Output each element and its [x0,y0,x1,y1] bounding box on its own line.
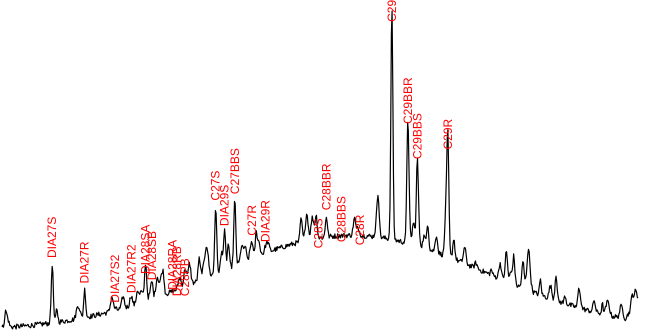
peak-label-c28pb: C28PB [178,258,192,296]
peak-label-c28s: C28S [312,218,326,248]
peak-label-dia27s: DIA27S [45,217,59,258]
chromatogram-trace [1,10,639,330]
peak-label-c29bbr: C29BBR [401,77,415,124]
peak-label-c28r: C28R [353,214,367,245]
peak-label-dia28rb: DIA28RB [170,246,184,296]
peak-label-c29s: C29S [385,0,399,22]
peak-label-dia27r: DIA27R [78,241,92,283]
peak-label-dia28sa: DIA28SA [139,225,153,274]
peak-label-c27bbs: C27BBS [228,148,242,194]
peak-label-dia28ra: DIA28RA [165,240,179,290]
peak-label-dia28sb: DIA28SB [145,231,159,280]
peak-label-dia27s2: DIA27S2 [108,254,122,302]
peak-label-c28bbr: C28BBR [319,163,333,210]
peak-label-dia29r: DIA29R [258,200,272,242]
peak-label-c27r: C27R [245,205,259,236]
peak-label-c27s: C27S [209,171,223,201]
peak-label-c29bbs: C29BBS [410,113,424,159]
peak-label-c29r: C29R [441,118,455,149]
peak-label-dia29s: DIA29S [218,185,232,226]
peak-label-dia27r2: DIA27R2 [125,244,139,293]
peak-labels: DIA27S DIA27R DIA27S2 DIA27R2 DIA28SADIA28SB… [45,0,455,303]
peak-label-c28bbs: C28BBS [335,196,349,242]
